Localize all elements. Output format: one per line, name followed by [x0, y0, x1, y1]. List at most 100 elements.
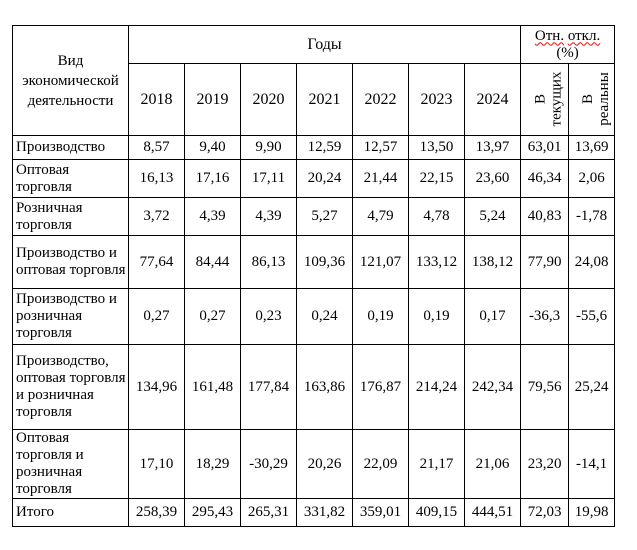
value-cell: 9,90	[240, 135, 297, 160]
value-cell: 21,17	[408, 429, 465, 499]
value-cell: 265,31	[240, 498, 297, 527]
years-group-header: Годы	[127, 25, 522, 64]
row-label-cell: Итого	[12, 498, 129, 527]
value-cell: -14,1	[568, 429, 616, 499]
value-cell: 63,01	[520, 135, 570, 160]
in-real-line1: В	[579, 94, 596, 105]
table-row: Производство и оптовая торговля 77,64 84,4…	[12, 235, 616, 289]
row-label-cell: Производство, оптовая торговля и розничн…	[12, 344, 129, 430]
value-cell: 79,56	[520, 344, 570, 430]
value-cell: 109,36	[296, 235, 353, 289]
value-cell: 40,83	[520, 197, 570, 236]
row-label-cell: Производство и розничная торговля	[12, 288, 129, 345]
value-cell: 17,16	[184, 159, 241, 198]
value-cell: -1,78	[568, 197, 616, 236]
value-cell: 9,40	[184, 135, 241, 160]
value-cell: 19,98	[568, 498, 616, 527]
value-cell: 12,59	[296, 135, 353, 160]
table-row: Производство, оптовая торговля и розничн…	[12, 344, 616, 430]
value-cell: 24,08	[568, 235, 616, 289]
table-row: Оптовая торговля 16,13 17,16 17,11 20,24 21,4…	[12, 159, 616, 198]
value-cell: 5,27	[296, 197, 353, 236]
value-cell: 331,82	[296, 498, 353, 527]
table-row: Производство 8,57 9,40 9,90 12,59 12,57 13,50 1…	[12, 135, 616, 160]
in-current-prices-rotated-text: В текущих	[533, 72, 565, 127]
value-cell: 20,24	[296, 159, 353, 198]
year-header-2018: 2018	[128, 63, 185, 136]
value-cell: 86,13	[240, 235, 297, 289]
table-row: Розничная торговля 3,72 4,39 4,39 5,27 4,79 4,…	[12, 197, 616, 236]
in-current-line2: текущих	[548, 71, 565, 127]
value-cell: 21,44	[352, 159, 409, 198]
year-header-2024: 2024	[463, 63, 522, 136]
value-cell: 22,15	[408, 159, 465, 198]
value-cell: 16,13	[128, 159, 185, 198]
value-cell: 46,34	[520, 159, 570, 198]
row-label-cell: Производство и оптовая торговля	[12, 235, 129, 289]
value-cell: 138,12	[463, 235, 522, 289]
value-cell: 4,39	[184, 197, 241, 236]
table-row: Оптовая торговля и розничная торговля 17,…	[12, 429, 616, 499]
value-cell: 22,09	[352, 429, 409, 499]
value-cell: 295,43	[184, 498, 241, 527]
in-current-line1: В	[532, 94, 549, 105]
year-header-2023: 2023	[408, 63, 465, 136]
value-cell: 4,39	[240, 197, 297, 236]
value-cell: 242,34	[463, 344, 522, 430]
value-cell: 13,50	[408, 135, 465, 160]
header-row-years: 2018 2019 2020 2021 2022 2023 2024 В тек…	[13, 63, 616, 136]
value-cell: 4,79	[352, 197, 409, 236]
year-header-2022: 2022	[352, 63, 409, 136]
in-current-prices-header: В текущих	[520, 63, 570, 136]
relative-deviation-header: Отн. откл. (%)	[520, 25, 616, 64]
value-cell: 18,29	[184, 429, 241, 499]
value-cell: 214,24	[408, 344, 465, 430]
value-cell: 13,97	[463, 135, 522, 160]
value-cell: 8,57	[128, 135, 185, 160]
value-cell: 0,24	[296, 288, 353, 345]
relative-deviation-line2: (%)	[556, 44, 579, 61]
value-cell: -55,6	[568, 288, 616, 345]
value-cell: 258,39	[128, 498, 185, 527]
value-cell: 72,03	[520, 498, 570, 527]
value-cell: 444,51	[463, 498, 522, 527]
value-cell: 0,17	[463, 288, 522, 345]
value-cell: -36,3	[520, 288, 570, 345]
row-label-cell: Оптовая торговля и розничная торговля	[12, 429, 129, 499]
activity-type-header: Вид экономической деятельности	[12, 25, 129, 136]
value-cell: 133,12	[408, 235, 465, 289]
table-body: Производство 8,57 9,40 9,90 12,59 12,57 13,50 1…	[12, 135, 616, 527]
in-real-line2: реальны	[595, 72, 612, 126]
value-cell: 5,24	[463, 197, 522, 236]
economic-activity-table: Вид экономической деятельности Годы Отн.…	[12, 25, 616, 527]
value-cell: 409,15	[408, 498, 465, 527]
year-header-2021: 2021	[296, 63, 353, 136]
value-cell: 25,24	[568, 344, 616, 430]
row-label-cell: Розничная торговля	[12, 197, 129, 236]
value-cell: 0,19	[352, 288, 409, 345]
year-header-2020: 2020	[240, 63, 297, 136]
value-cell: 0,19	[408, 288, 465, 345]
value-cell: 17,10	[128, 429, 185, 499]
value-cell: 3,72	[128, 197, 185, 236]
value-cell: 121,07	[352, 235, 409, 289]
value-cell: 0,23	[240, 288, 297, 345]
value-cell: 134,96	[128, 344, 185, 430]
in-real-prices-header: В реальны	[568, 63, 616, 136]
value-cell: 77,64	[128, 235, 185, 289]
value-cell: 84,44	[184, 235, 241, 289]
value-cell: 176,87	[352, 344, 409, 430]
value-cell: 0,27	[128, 288, 185, 345]
relative-deviation-line1: Отн. откл.	[522, 27, 614, 45]
value-cell: 20,26	[296, 429, 353, 499]
table-row: Итого 258,39 295,43 265,31 331,82 359,01 409,1…	[12, 498, 616, 527]
value-cell: 4,78	[408, 197, 465, 236]
rel-dev-word1: Отн.	[534, 27, 565, 44]
value-cell: 0,27	[184, 288, 241, 345]
value-cell: 161,48	[184, 344, 241, 430]
value-cell: 13,69	[568, 135, 616, 160]
value-cell: 177,84	[240, 344, 297, 430]
in-real-prices-rotated-text: В реальны	[580, 72, 612, 126]
value-cell: 23,20	[520, 429, 570, 499]
